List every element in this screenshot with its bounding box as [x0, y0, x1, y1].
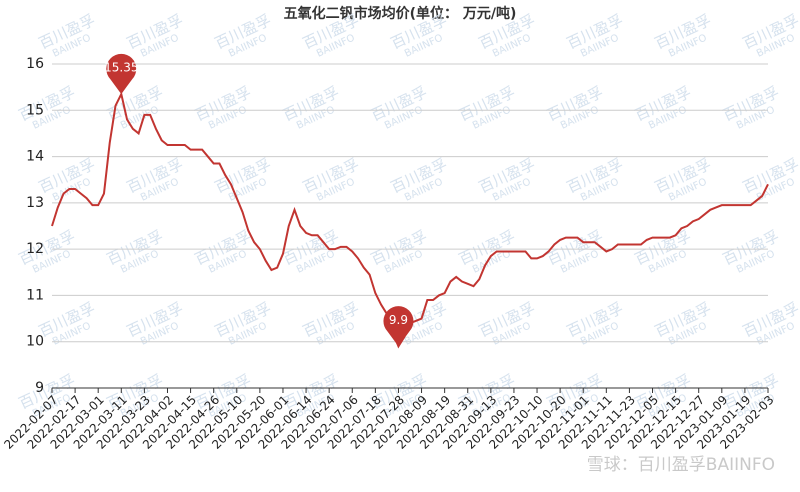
y-tick-label: 11 [26, 287, 44, 303]
pin-label: 15.35 [104, 61, 138, 75]
pin [106, 53, 137, 95]
source-watermark: 雪球：百川盈孚BAIINFO [587, 455, 775, 475]
y-tick-label: 10 [26, 334, 44, 350]
y-tick-label: 9 [35, 380, 44, 396]
pin [383, 306, 414, 347]
y-tick-label: 12 [26, 241, 44, 257]
y-tick-label: 15 [26, 102, 44, 118]
y-tick-label: 14 [26, 149, 44, 165]
chart-title: 五氧化二钒市场均价(单位： 万元/吨) [284, 5, 517, 22]
y-tick-label: 13 [26, 195, 44, 211]
pin-label: 9.9 [389, 313, 408, 327]
y-tick-label: 16 [26, 56, 44, 72]
